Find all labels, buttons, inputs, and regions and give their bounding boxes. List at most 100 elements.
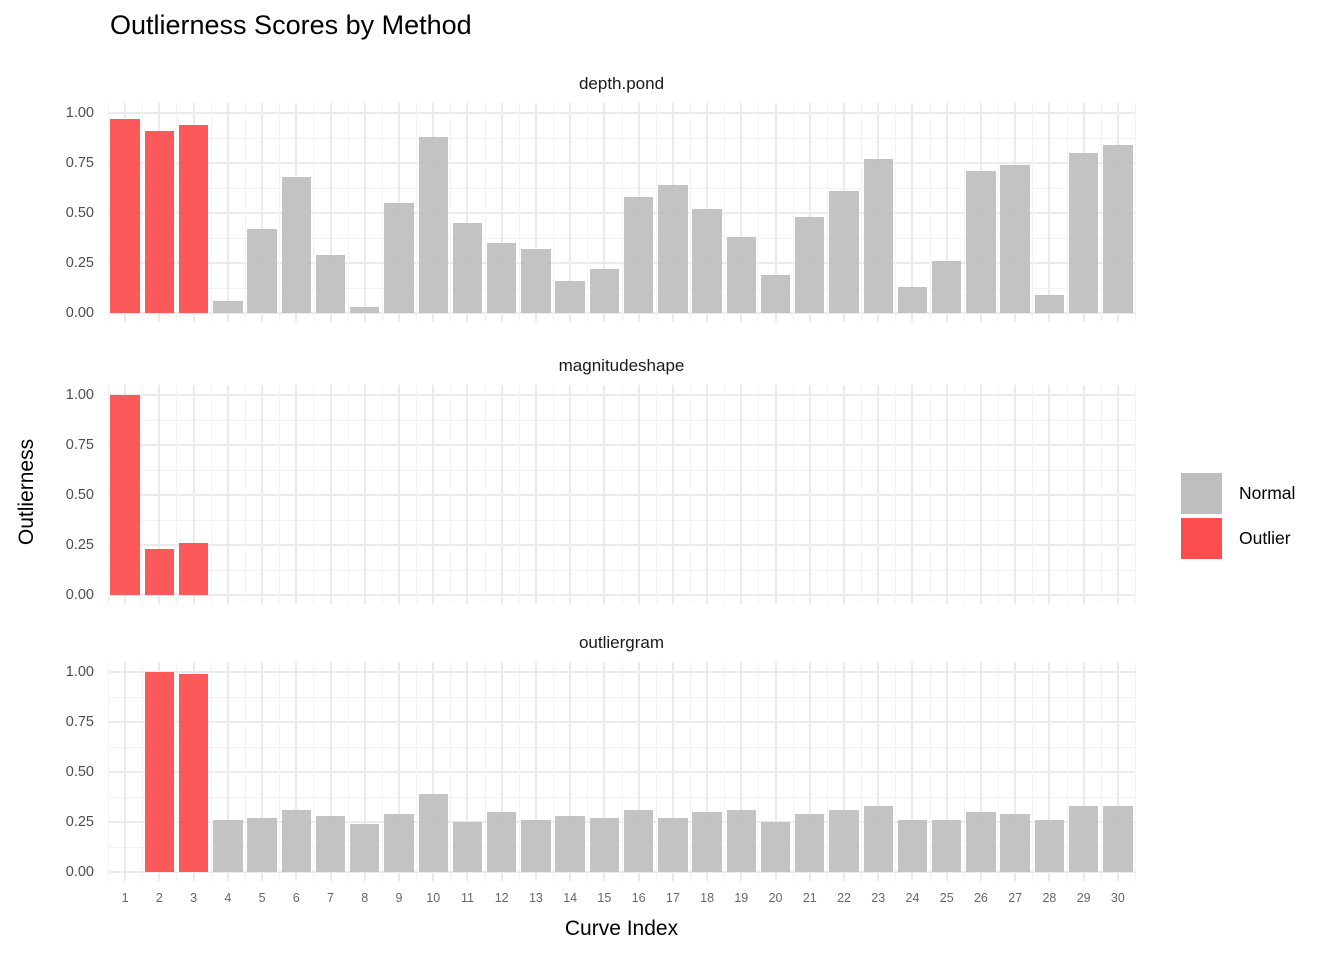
gridline-minor-vertical — [689, 103, 691, 322]
bar-curve-30 — [1103, 806, 1133, 872]
gridline-minor-vertical — [826, 385, 828, 604]
gridline-minor-vertical — [313, 385, 315, 604]
gridline-minor-vertical — [416, 385, 418, 604]
gridline-minor-vertical — [450, 662, 452, 881]
gridline-major-vertical — [911, 662, 914, 881]
gridline-major-vertical — [295, 385, 298, 604]
gridline-minor-vertical — [176, 103, 178, 322]
bar-curve-8 — [350, 824, 380, 872]
gridline-major-vertical — [740, 385, 743, 604]
gridline-major-vertical — [261, 103, 264, 322]
bar-curve-7 — [315, 255, 346, 313]
gridline-minor-vertical — [861, 385, 863, 604]
gridline-minor-vertical — [518, 662, 520, 881]
gridline-minor-vertical — [279, 103, 281, 322]
gridline-major-vertical — [979, 662, 982, 881]
bar-curve-17 — [658, 818, 688, 872]
x-tick-label: 14 — [563, 891, 578, 905]
gridline-major-vertical — [740, 662, 743, 881]
y-axis-title: Outlierness — [15, 438, 38, 546]
x-tick-label: 18 — [700, 891, 715, 905]
bar-curve-1 — [110, 395, 140, 595]
legend-key-normal-swatch — [1181, 473, 1222, 514]
gridline-minor-vertical — [963, 385, 965, 604]
gridline-minor-vertical — [279, 385, 281, 604]
gridline-minor-vertical — [861, 662, 863, 881]
y-tick-label: 0.00 — [65, 587, 94, 603]
gridline-minor-vertical — [621, 662, 623, 881]
y-tick-label: 1.00 — [65, 664, 94, 680]
gridline-minor-vertical — [621, 385, 623, 604]
bar-curve-5 — [247, 229, 277, 313]
x-tick-label: 22 — [837, 891, 851, 905]
gridline-major-vertical — [534, 385, 537, 604]
bar-curve-26 — [966, 812, 996, 872]
gridline-major-vertical — [192, 385, 195, 604]
gridline-major-vertical — [329, 103, 332, 322]
y-tick-label: 0.75 — [65, 714, 94, 730]
gridline-major-vertical — [808, 385, 811, 604]
gridline-minor-vertical — [553, 385, 555, 604]
gridline-major-vertical — [158, 385, 161, 604]
gridline-minor-vertical — [792, 385, 794, 604]
facet-panel — [108, 662, 1136, 881]
gridline-major-vertical — [808, 662, 811, 881]
gridline-minor-vertical — [621, 103, 623, 322]
gridline-major-vertical — [466, 103, 469, 322]
gridline-minor-vertical — [1100, 103, 1102, 322]
gridline-major-vertical — [945, 385, 948, 604]
gridline-major-vertical — [397, 662, 400, 881]
gridline-minor-vertical — [792, 662, 794, 881]
gridline-minor-vertical — [244, 385, 246, 604]
gridline-minor-vertical — [587, 385, 589, 604]
gridline-minor-vertical — [1135, 385, 1136, 604]
bar-curve-20 — [760, 822, 791, 872]
gridline-major-vertical — [534, 103, 537, 322]
gridline-major-vertical — [466, 662, 469, 881]
gridline-minor-vertical — [381, 103, 383, 322]
bar-curve-28 — [1034, 295, 1065, 313]
gridline-major-vertical — [500, 103, 503, 322]
gridline-minor-vertical — [108, 103, 109, 322]
x-tick-label: 10 — [426, 891, 441, 905]
bar-curve-2 — [144, 549, 175, 595]
bar-curve-3 — [178, 125, 209, 313]
bar-curve-15 — [589, 818, 620, 872]
y-tick-label: 0.75 — [65, 437, 94, 453]
facet-panel — [108, 103, 1136, 322]
bar-curve-13 — [521, 820, 551, 872]
bar-curve-7 — [315, 816, 346, 872]
gridline-minor-vertical — [895, 103, 897, 322]
y-tick-label: 0.25 — [65, 255, 94, 271]
bar-curve-30 — [1103, 145, 1133, 313]
x-tick-label: 29 — [1076, 891, 1091, 905]
gridline-minor-vertical — [1032, 103, 1034, 322]
gridline-minor-vertical — [108, 662, 109, 881]
x-tick-label: 17 — [665, 891, 680, 905]
y-tick-label: 0.25 — [65, 537, 94, 553]
y-tick-label: 0.50 — [65, 205, 94, 221]
bar-curve-25 — [932, 261, 962, 313]
gridline-major-vertical — [569, 385, 572, 604]
bar-curve-2 — [144, 131, 175, 313]
gridline-minor-vertical — [484, 103, 486, 322]
bar-curve-26 — [966, 171, 996, 313]
gridline-major-vertical — [226, 385, 229, 604]
y-tick-label: 0.75 — [65, 155, 94, 171]
bar-curve-8 — [350, 307, 380, 313]
y-tick-label: 0.25 — [65, 814, 94, 830]
x-tick-label: 5 — [258, 891, 266, 905]
bar-curve-29 — [1068, 153, 1099, 313]
gridline-major-vertical — [432, 662, 435, 881]
gridline-major-vertical — [534, 662, 537, 881]
facet-title: magnitudeshape — [558, 356, 685, 375]
gridline-minor-vertical — [1066, 103, 1068, 322]
bar-curve-28 — [1034, 820, 1065, 872]
bar-curve-10 — [418, 794, 448, 872]
gridline-minor-vertical — [861, 103, 863, 322]
bar-curve-16 — [623, 810, 654, 872]
gridline-minor-vertical — [484, 662, 486, 881]
bar-curve-27 — [1000, 165, 1030, 313]
gridline-major-vertical — [1048, 662, 1051, 881]
gridline-minor-vertical — [279, 662, 281, 881]
